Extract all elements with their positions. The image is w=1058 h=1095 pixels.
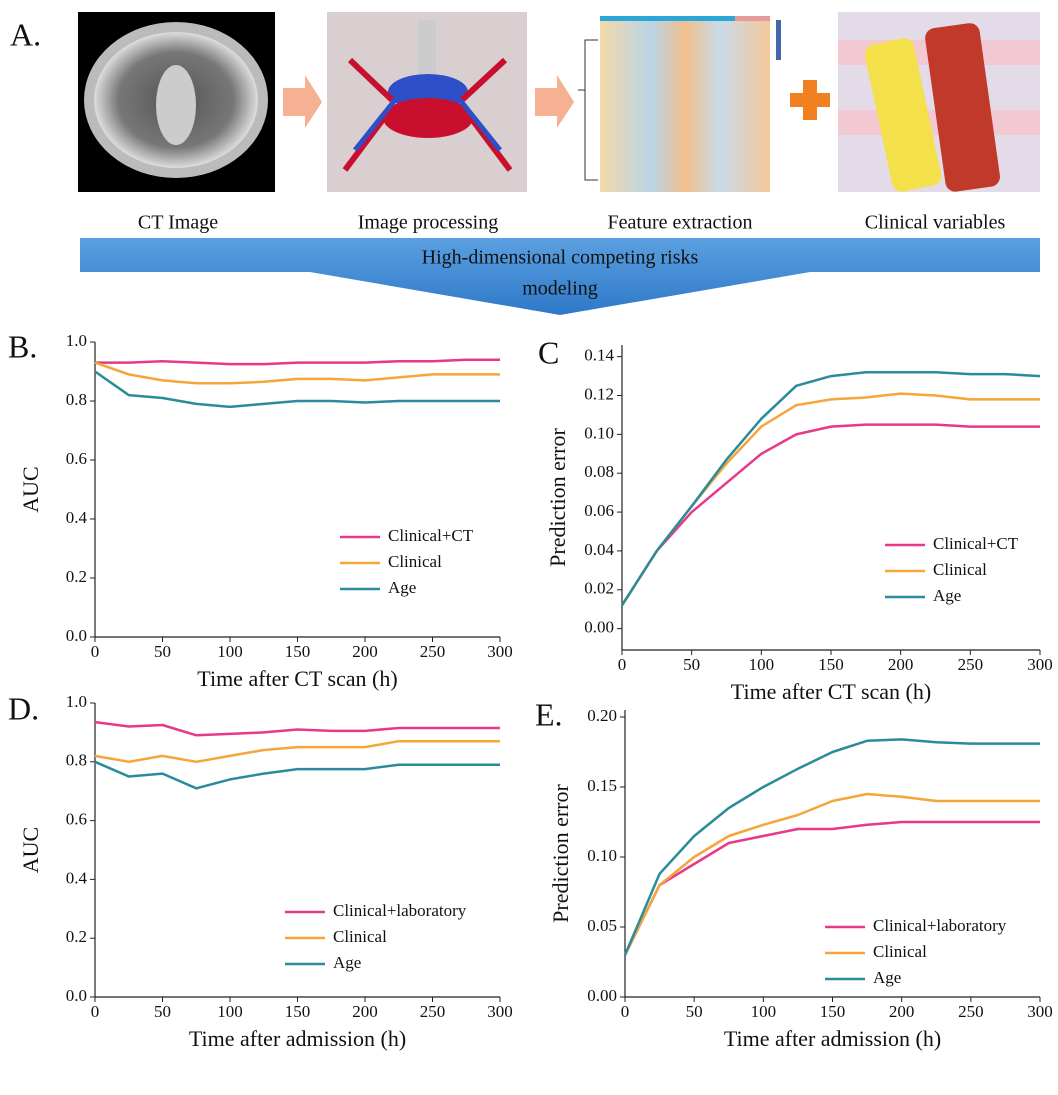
y-tick-label: 0.14 <box>584 346 614 365</box>
x-tick-label: 0 <box>91 1002 100 1021</box>
panel-label: B. <box>8 328 37 364</box>
panel-label: E. <box>535 696 563 732</box>
x-tick-label: 150 <box>285 1002 311 1021</box>
legend-label: Age <box>873 968 901 987</box>
panel-label: C <box>538 334 559 370</box>
x-tick-label: 150 <box>818 655 844 674</box>
x-tick-label: 200 <box>352 642 378 661</box>
x-axis-label: Time after CT scan (h) <box>197 666 397 691</box>
y-tick-label: 0.8 <box>66 390 87 409</box>
clinical-image <box>838 12 1040 194</box>
y-tick-label: 0.0 <box>66 626 87 645</box>
legend-label: Clinical <box>873 942 927 961</box>
x-tick-label: 250 <box>420 642 446 661</box>
figure: A. High-dimensional competing risks mode… <box>0 0 1058 1095</box>
x-axis-label: Time after admission (h) <box>189 1026 406 1051</box>
legend-label: Clinical <box>933 560 987 579</box>
heatmap-image <box>578 16 781 192</box>
y-tick-label: 0.00 <box>587 986 617 1005</box>
x-tick-label: 0 <box>618 655 627 674</box>
series-line <box>95 360 500 364</box>
arrow <box>535 75 574 128</box>
caption: Feature extraction <box>608 212 753 234</box>
x-axis-label: Time after admission (h) <box>724 1026 941 1051</box>
x-tick-label: 150 <box>285 642 311 661</box>
x-tick-label: 50 <box>154 642 171 661</box>
x-tick-label: 200 <box>889 1002 915 1021</box>
x-tick-label: 250 <box>958 1002 984 1021</box>
legend-label: Clinical <box>333 927 387 946</box>
series-line <box>95 372 500 407</box>
caption: Clinical variables <box>865 212 1006 234</box>
x-tick-label: 100 <box>751 1002 777 1021</box>
x-tick-label: 150 <box>820 1002 846 1021</box>
plus-sign <box>790 80 830 120</box>
y-tick-label: 0.10 <box>587 846 617 865</box>
legend-label: Age <box>388 578 416 597</box>
x-tick-label: 100 <box>749 655 775 674</box>
panel-label: A. <box>10 16 41 52</box>
ct-image <box>78 12 275 192</box>
legend-label: Age <box>933 586 961 605</box>
x-tick-label: 250 <box>958 655 984 674</box>
y-tick-label: 0.15 <box>587 776 617 795</box>
y-tick-label: 0.20 <box>587 706 617 725</box>
caption: Image processing <box>358 212 499 234</box>
y-tick-label: 0.10 <box>584 423 614 442</box>
legend-label: Age <box>333 953 361 972</box>
x-tick-label: 100 <box>217 642 243 661</box>
x-tick-label: 200 <box>352 1002 378 1021</box>
legend-label: Clinical <box>388 552 442 571</box>
y-tick-label: 0.4 <box>66 868 88 887</box>
series-line <box>95 722 500 735</box>
x-tick-label: 50 <box>686 1002 703 1021</box>
caption: CT Image <box>138 212 218 234</box>
x-tick-label: 50 <box>154 1002 171 1021</box>
y-tick-label: 0.2 <box>66 927 87 946</box>
y-axis-label: AUC <box>18 827 43 873</box>
y-tick-label: 0.6 <box>66 449 87 468</box>
banner-text: High-dimensional competing risks <box>422 247 699 269</box>
x-tick-label: 250 <box>420 1002 446 1021</box>
y-tick-label: 0.2 <box>66 567 87 586</box>
y-tick-label: 1.0 <box>66 692 87 711</box>
y-tick-label: 0.0 <box>66 986 87 1005</box>
x-axis-label: Time after CT scan (h) <box>731 679 931 704</box>
y-axis-label: AUC <box>18 466 43 512</box>
y-tick-label: 0.4 <box>66 508 88 527</box>
panel-label: D. <box>8 690 39 726</box>
legend-label: Clinical+laboratory <box>873 916 1007 935</box>
banner-text: modeling <box>522 278 598 300</box>
x-tick-label: 200 <box>888 655 914 674</box>
y-tick-label: 0.8 <box>66 751 87 770</box>
y-axis-label: Prediction error <box>545 427 570 566</box>
y-tick-label: 0.06 <box>584 501 614 520</box>
y-tick-label: 0.6 <box>66 810 87 829</box>
vessel-image <box>327 12 527 192</box>
x-tick-label: 100 <box>217 1002 243 1021</box>
x-tick-label: 50 <box>683 655 700 674</box>
legend-label: Clinical+CT <box>933 534 1019 553</box>
y-tick-label: 0.12 <box>584 384 614 403</box>
legend-label: Clinical+CT <box>388 526 474 545</box>
x-tick-label: 300 <box>487 1002 513 1021</box>
arrow <box>283 75 322 128</box>
x-tick-label: 0 <box>621 1002 630 1021</box>
x-tick-label: 300 <box>1027 655 1053 674</box>
series-line <box>95 762 500 789</box>
series-line <box>95 741 500 762</box>
y-tick-label: 0.00 <box>584 618 614 637</box>
legend-label: Clinical+laboratory <box>333 901 467 920</box>
y-tick-label: 1.0 <box>66 331 87 350</box>
x-tick-label: 300 <box>1027 1002 1053 1021</box>
y-tick-label: 0.02 <box>584 579 614 598</box>
x-tick-label: 300 <box>487 642 513 661</box>
y-tick-label: 0.05 <box>587 916 617 935</box>
x-tick-label: 0 <box>91 642 100 661</box>
y-tick-label: 0.08 <box>584 462 614 481</box>
y-axis-label: Prediction error <box>548 783 573 922</box>
series-line <box>95 363 500 384</box>
y-tick-label: 0.04 <box>584 540 614 559</box>
